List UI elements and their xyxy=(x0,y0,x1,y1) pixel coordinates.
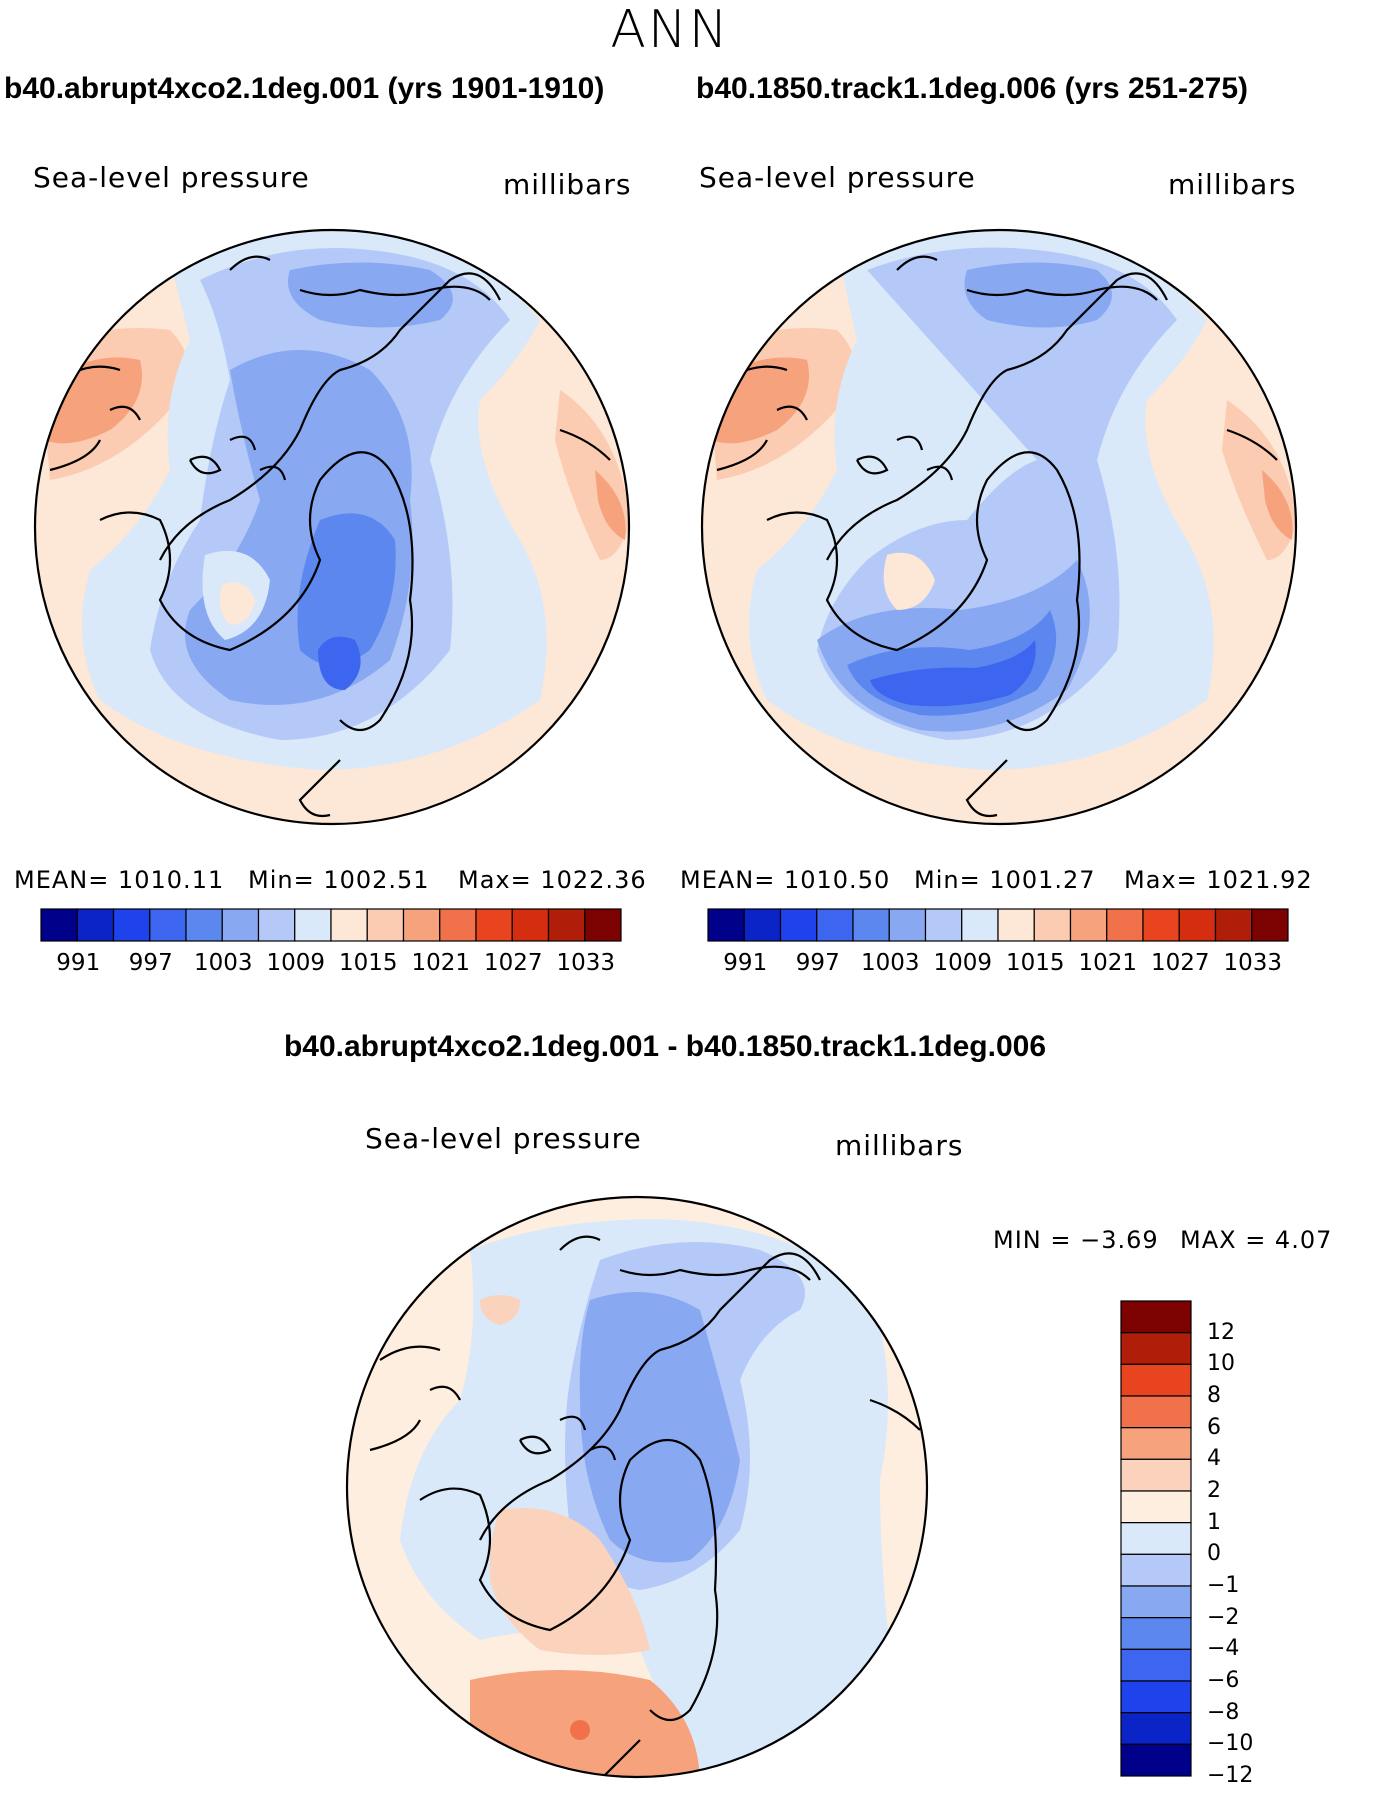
colorbar-panel-2 xyxy=(707,908,1289,942)
colorbar-1-tick-label: 997 xyxy=(128,950,173,976)
colorbar-2-swatch xyxy=(888,908,927,942)
difference-title: b40.abrupt4xco2.1deg.001 - b40.1850.trac… xyxy=(283,1030,1047,1063)
map-2-coastlines xyxy=(716,255,1278,818)
map-1-coastlines xyxy=(49,255,611,818)
colorbar-2-swatch xyxy=(779,908,818,942)
colorbar-1-swatch xyxy=(402,908,441,942)
colorbar-1-tick-label: 1015 xyxy=(338,950,398,976)
panel-2-min-text: Min= 1001.27 xyxy=(914,866,1096,894)
map-3-field xyxy=(347,1197,927,1777)
panel-2-units-label: millibars xyxy=(1168,168,1297,201)
colorbar-3-swatch xyxy=(1120,1490,1192,1524)
colorbar-1-swatch xyxy=(40,908,78,942)
panel-1-max-text: Max= 1022.36 xyxy=(458,866,647,894)
colorbar-1-tick-label: 1003 xyxy=(193,950,253,976)
colorbar-3-swatch xyxy=(1120,1617,1192,1650)
colorbar-2-swatch xyxy=(1106,908,1144,942)
diff-units-label: millibars xyxy=(835,1129,964,1162)
panel-2-title: b40.1850.track1.1deg.006 (yrs 251-275) xyxy=(696,72,1249,105)
colorbar-1-tick-label: 1021 xyxy=(411,950,471,976)
colorbar-1-tick-label: 1009 xyxy=(266,950,326,976)
colorbar-2-tick-label: 1021 xyxy=(1078,950,1138,976)
colorbar-3-swatch xyxy=(1120,1648,1192,1682)
colorbar-3-swatch xyxy=(1120,1712,1192,1745)
colorbar-1-swatch xyxy=(584,908,622,942)
panel-1-mean-text: MEAN= 1010.11 xyxy=(14,866,225,894)
colorbar-2-tick-label: 1027 xyxy=(1150,950,1210,976)
colorbar-2-swatch xyxy=(1033,908,1072,942)
panel-1-title: b40.abrupt4xco2.1deg.001 (yrs 1901-1910) xyxy=(4,72,605,105)
colorbar-2-tick-label: 1015 xyxy=(1005,950,1065,976)
colorbar-1-tick-label: 1033 xyxy=(556,950,616,976)
panel-1-min-text: Min= 1002.51 xyxy=(248,866,430,894)
colorbar-3-swatch xyxy=(1120,1300,1192,1334)
panel-2-max-text: Max= 1021.92 xyxy=(1124,866,1313,894)
colorbar-1-swatch xyxy=(112,908,151,942)
colorbar-1-swatch xyxy=(547,908,586,942)
colorbar-3-swatch xyxy=(1120,1395,1192,1429)
colorbar-1-swatch xyxy=(185,908,223,942)
colorbar-3-swatch xyxy=(1120,1585,1192,1619)
panel-2-variable-label: Sea-level pressure xyxy=(699,161,976,194)
colorbar-2-swatch xyxy=(1142,908,1180,942)
colorbar-3-swatch xyxy=(1120,1427,1192,1460)
diff-min-text: MIN = −3.69 xyxy=(993,1226,1159,1254)
colorbar-panel-1 xyxy=(40,908,622,942)
colorbar-2-swatch xyxy=(997,908,1035,942)
colorbar-1-swatch xyxy=(330,908,368,942)
colorbar-2-swatch xyxy=(1069,908,1108,942)
colorbar-3-swatch xyxy=(1120,1680,1192,1714)
map-3-border xyxy=(345,1195,929,1779)
map-1-border xyxy=(33,228,631,826)
colorbar-3-swatch xyxy=(1120,1363,1192,1397)
colorbar-1-tick-labels: 991 997 1003 1009 1015 1021 1027 1033 xyxy=(0,950,700,980)
season-title: ANN xyxy=(610,0,730,60)
colorbar-1-swatch xyxy=(76,908,115,942)
colorbar-1-swatch xyxy=(439,908,477,942)
colorbar-3-swatch xyxy=(1120,1458,1192,1492)
colorbar-2-swatch xyxy=(743,908,782,942)
colorbar-2-tick-labels: 991 997 1003 1009 1015 1021 1027 1033 xyxy=(0,950,1382,980)
colorbar-3-swatch xyxy=(1120,1522,1192,1555)
colorbar-1-swatch xyxy=(221,908,260,942)
colorbar-2-swatch xyxy=(961,908,999,942)
colorbar-1-swatch xyxy=(149,908,187,942)
colorbar-3-swatch xyxy=(1120,1743,1192,1777)
diff-variable-label: Sea-level pressure xyxy=(365,1122,642,1155)
colorbar-2-tick-label: 991 xyxy=(723,950,768,976)
colorbar-1-swatch xyxy=(475,908,513,942)
colorbar-2-tick-label: 1009 xyxy=(933,950,993,976)
colorbar-2-swatch xyxy=(1214,908,1253,942)
colorbar-2-swatch xyxy=(816,908,854,942)
colorbar-2-swatch xyxy=(1251,908,1289,942)
colorbar-2-swatch xyxy=(924,908,963,942)
panel-1-variable-label: Sea-level pressure xyxy=(33,161,310,194)
colorbar-1-tick-label: 1027 xyxy=(483,950,543,976)
colorbar-3-swatch xyxy=(1120,1553,1192,1587)
colorbar-1-swatch xyxy=(366,908,405,942)
colorbar-difference xyxy=(1120,1300,1192,1777)
panel-1-units-label: millibars xyxy=(503,168,632,201)
colorbar-1-tick-label: 991 xyxy=(56,950,101,976)
colorbar-2-swatch xyxy=(707,908,745,942)
colorbar-1-swatch xyxy=(511,908,550,942)
diff-max-text: MAX = 4.07 xyxy=(1180,1226,1333,1254)
colorbar-2-tick-label: 1003 xyxy=(860,950,920,976)
colorbar-1-swatch xyxy=(294,908,332,942)
colorbar-3-swatch xyxy=(1120,1332,1192,1365)
colorbar-2-swatch xyxy=(1178,908,1217,942)
colorbar-2-tick-label: 1033 xyxy=(1223,950,1283,976)
colorbar-2-swatch xyxy=(852,908,890,942)
panel-2-mean-text: MEAN= 1010.50 xyxy=(680,866,891,894)
map-2-border xyxy=(700,228,1298,826)
colorbar-1-swatch xyxy=(257,908,296,942)
colorbar-2-tick-label: 997 xyxy=(795,950,840,976)
